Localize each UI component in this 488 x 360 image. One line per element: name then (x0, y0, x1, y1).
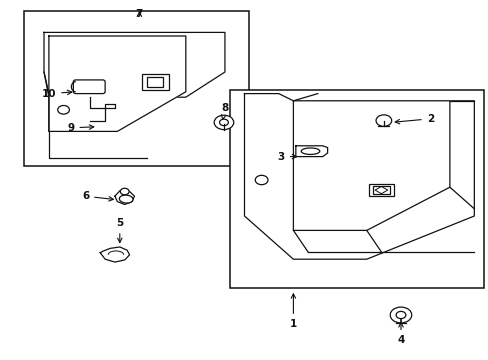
Text: 1: 1 (289, 294, 296, 329)
Polygon shape (90, 97, 115, 121)
Text: 8: 8 (221, 103, 228, 120)
Polygon shape (115, 191, 134, 204)
Polygon shape (244, 94, 473, 259)
Circle shape (255, 175, 267, 185)
Polygon shape (49, 131, 146, 155)
Bar (24, 11, 249, 166)
FancyBboxPatch shape (73, 80, 105, 94)
FancyBboxPatch shape (368, 184, 393, 196)
Polygon shape (44, 32, 224, 97)
Text: 2: 2 (394, 114, 433, 124)
Circle shape (214, 115, 233, 130)
Circle shape (389, 307, 411, 323)
Text: 5: 5 (116, 218, 123, 243)
Text: 4: 4 (396, 323, 404, 345)
Bar (142, 74, 168, 90)
Bar (146, 77, 163, 87)
Ellipse shape (301, 148, 319, 154)
Bar (229, 90, 483, 288)
Text: 3: 3 (277, 152, 296, 162)
Text: 9: 9 (67, 123, 94, 133)
Polygon shape (295, 146, 327, 157)
Polygon shape (293, 101, 449, 230)
Circle shape (120, 188, 129, 195)
Polygon shape (49, 36, 185, 131)
Circle shape (375, 115, 391, 126)
FancyBboxPatch shape (372, 186, 389, 194)
Text: 7: 7 (135, 9, 143, 19)
Text: 6: 6 (82, 191, 113, 201)
Text: 10: 10 (41, 89, 72, 99)
Circle shape (395, 311, 405, 319)
Ellipse shape (119, 195, 133, 203)
Circle shape (58, 105, 69, 114)
Circle shape (219, 119, 228, 126)
Polygon shape (100, 247, 129, 262)
